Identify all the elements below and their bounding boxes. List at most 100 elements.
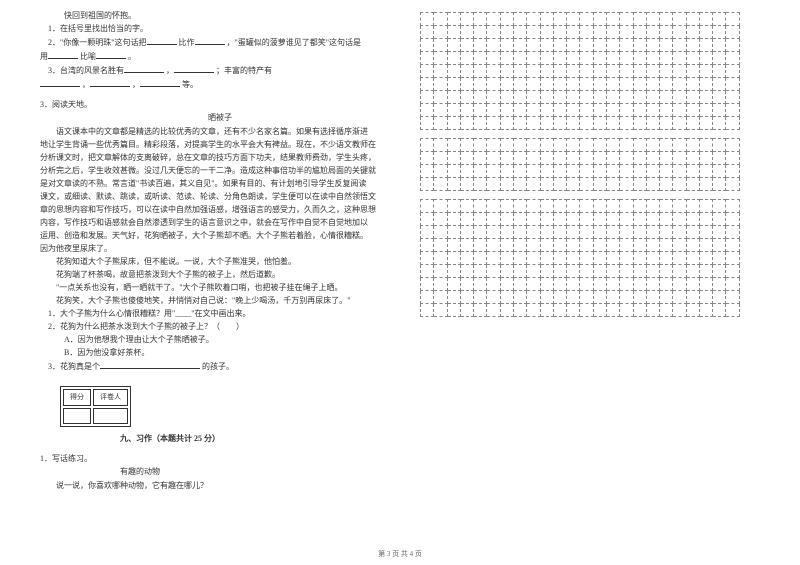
blank: [40, 78, 80, 87]
grid-cell: [646, 239, 659, 252]
grid-cell: [500, 226, 513, 239]
grid-cell: [593, 39, 606, 52]
grid-cell: [620, 52, 633, 65]
grid-cell: [646, 13, 659, 26]
grid-cell: [660, 26, 673, 39]
grid-cell: [726, 117, 740, 130]
grid-cell: [660, 52, 673, 65]
grid-cell: [513, 165, 526, 178]
grid-cell: [567, 226, 580, 239]
writing-title: 有趣的动物: [40, 466, 400, 478]
grid-cell: [460, 252, 473, 265]
grid-cell: [620, 39, 633, 52]
grid-cell: [580, 139, 593, 152]
grid-cell: [713, 39, 726, 52]
grid-cell: [447, 13, 460, 26]
grid-cell: [553, 200, 566, 213]
grid-cell: [660, 291, 673, 304]
grid-cell: [567, 252, 580, 265]
q3-a: 3．台湾的风景名胜有: [48, 66, 124, 75]
grid-cell: [593, 252, 606, 265]
grid-cell: [699, 226, 712, 239]
grid-cell: [673, 117, 686, 130]
grid-cell: [553, 39, 566, 52]
grid-cell: [660, 78, 673, 91]
grid-cell: [593, 52, 606, 65]
grid-cell: [593, 278, 606, 291]
grid-cell: [567, 91, 580, 104]
grid-cell: [527, 152, 540, 165]
q3-line2: ， ， 等。: [40, 78, 400, 91]
grid-cell: [500, 291, 513, 304]
grid-cell: [527, 178, 540, 191]
grid-cell: [580, 65, 593, 78]
grid-cell: [660, 91, 673, 104]
grid-cell: [421, 78, 434, 91]
grid-cell: [421, 117, 434, 130]
grid-cell: [606, 265, 619, 278]
grid-cell: [699, 39, 712, 52]
section9-title: 九、习作（本题共计 25 分）: [120, 433, 400, 445]
grid-cell: [660, 265, 673, 278]
grid-cell: [540, 165, 553, 178]
grid-cell: [580, 265, 593, 278]
grid-cell: [646, 52, 659, 65]
grid-cell: [447, 26, 460, 39]
grid-cell: [513, 117, 526, 130]
grid-cell: [500, 91, 513, 104]
grid-cell: [620, 139, 633, 152]
q3-d: ，: [82, 80, 90, 89]
grid-cell: [580, 78, 593, 91]
grid-cell: [673, 291, 686, 304]
grid-cell: [487, 226, 500, 239]
grid-cell: [726, 104, 740, 117]
grid-cell: [673, 165, 686, 178]
grid-cell: [606, 65, 619, 78]
grid-cell: [513, 152, 526, 165]
grid-cell: [633, 226, 646, 239]
grid-cell: [606, 91, 619, 104]
left-column: 快回到祖国的怀抱。 1．在括号里找出恰当的字。 2．"你像一颗明珠"这句话把 比…: [40, 10, 400, 493]
grid-cell: [713, 165, 726, 178]
grid-cell: [460, 291, 473, 304]
grid-cell: [606, 252, 619, 265]
grid-cell: [540, 152, 553, 165]
pq3: 3．花狗真是个 的孩子。: [40, 360, 400, 373]
p7: 内容，写作技巧和语感就会自然渗透到学生的语言意识之中，就会在写作中自觉不自觉地加…: [40, 217, 400, 229]
grid-cell: [699, 26, 712, 39]
grid-cell: [713, 200, 726, 213]
grid-cell: [421, 65, 434, 78]
grid-cell: [500, 165, 513, 178]
grid-cell: [686, 278, 699, 291]
blank: [147, 36, 177, 45]
grid-cell: [500, 278, 513, 291]
grid-cell: [660, 278, 673, 291]
grid-cell: [434, 13, 447, 26]
pq2a: A．因为他想我个理由让大个子熊晒被子。: [40, 334, 400, 346]
grid-cell: [673, 152, 686, 165]
grid-cell: [474, 139, 487, 152]
grid-cell: [646, 200, 659, 213]
grid-cell: [660, 239, 673, 252]
grid-cell: [660, 39, 673, 52]
grid-cell: [699, 304, 712, 317]
grid-cell: [726, 239, 740, 252]
grid-cell: [540, 39, 553, 52]
writing-grid-1: [420, 12, 740, 130]
grid-cell: [660, 152, 673, 165]
grid-cell: [500, 78, 513, 91]
writing-q1: 1．写话练习。: [40, 453, 400, 465]
grid-cell: [726, 265, 740, 278]
grid-cell: [474, 91, 487, 104]
grid-cell: [527, 65, 540, 78]
line-return: 快回到祖国的怀抱。: [40, 10, 400, 22]
grid-cell: [434, 165, 447, 178]
grid-cell: [421, 165, 434, 178]
grid-cell: [460, 78, 473, 91]
grid-cell: [593, 13, 606, 26]
grid-cell: [606, 178, 619, 191]
grid-cell: [593, 65, 606, 78]
grid-cell: [447, 117, 460, 130]
grid-cell: [606, 304, 619, 317]
grid-cell: [500, 52, 513, 65]
